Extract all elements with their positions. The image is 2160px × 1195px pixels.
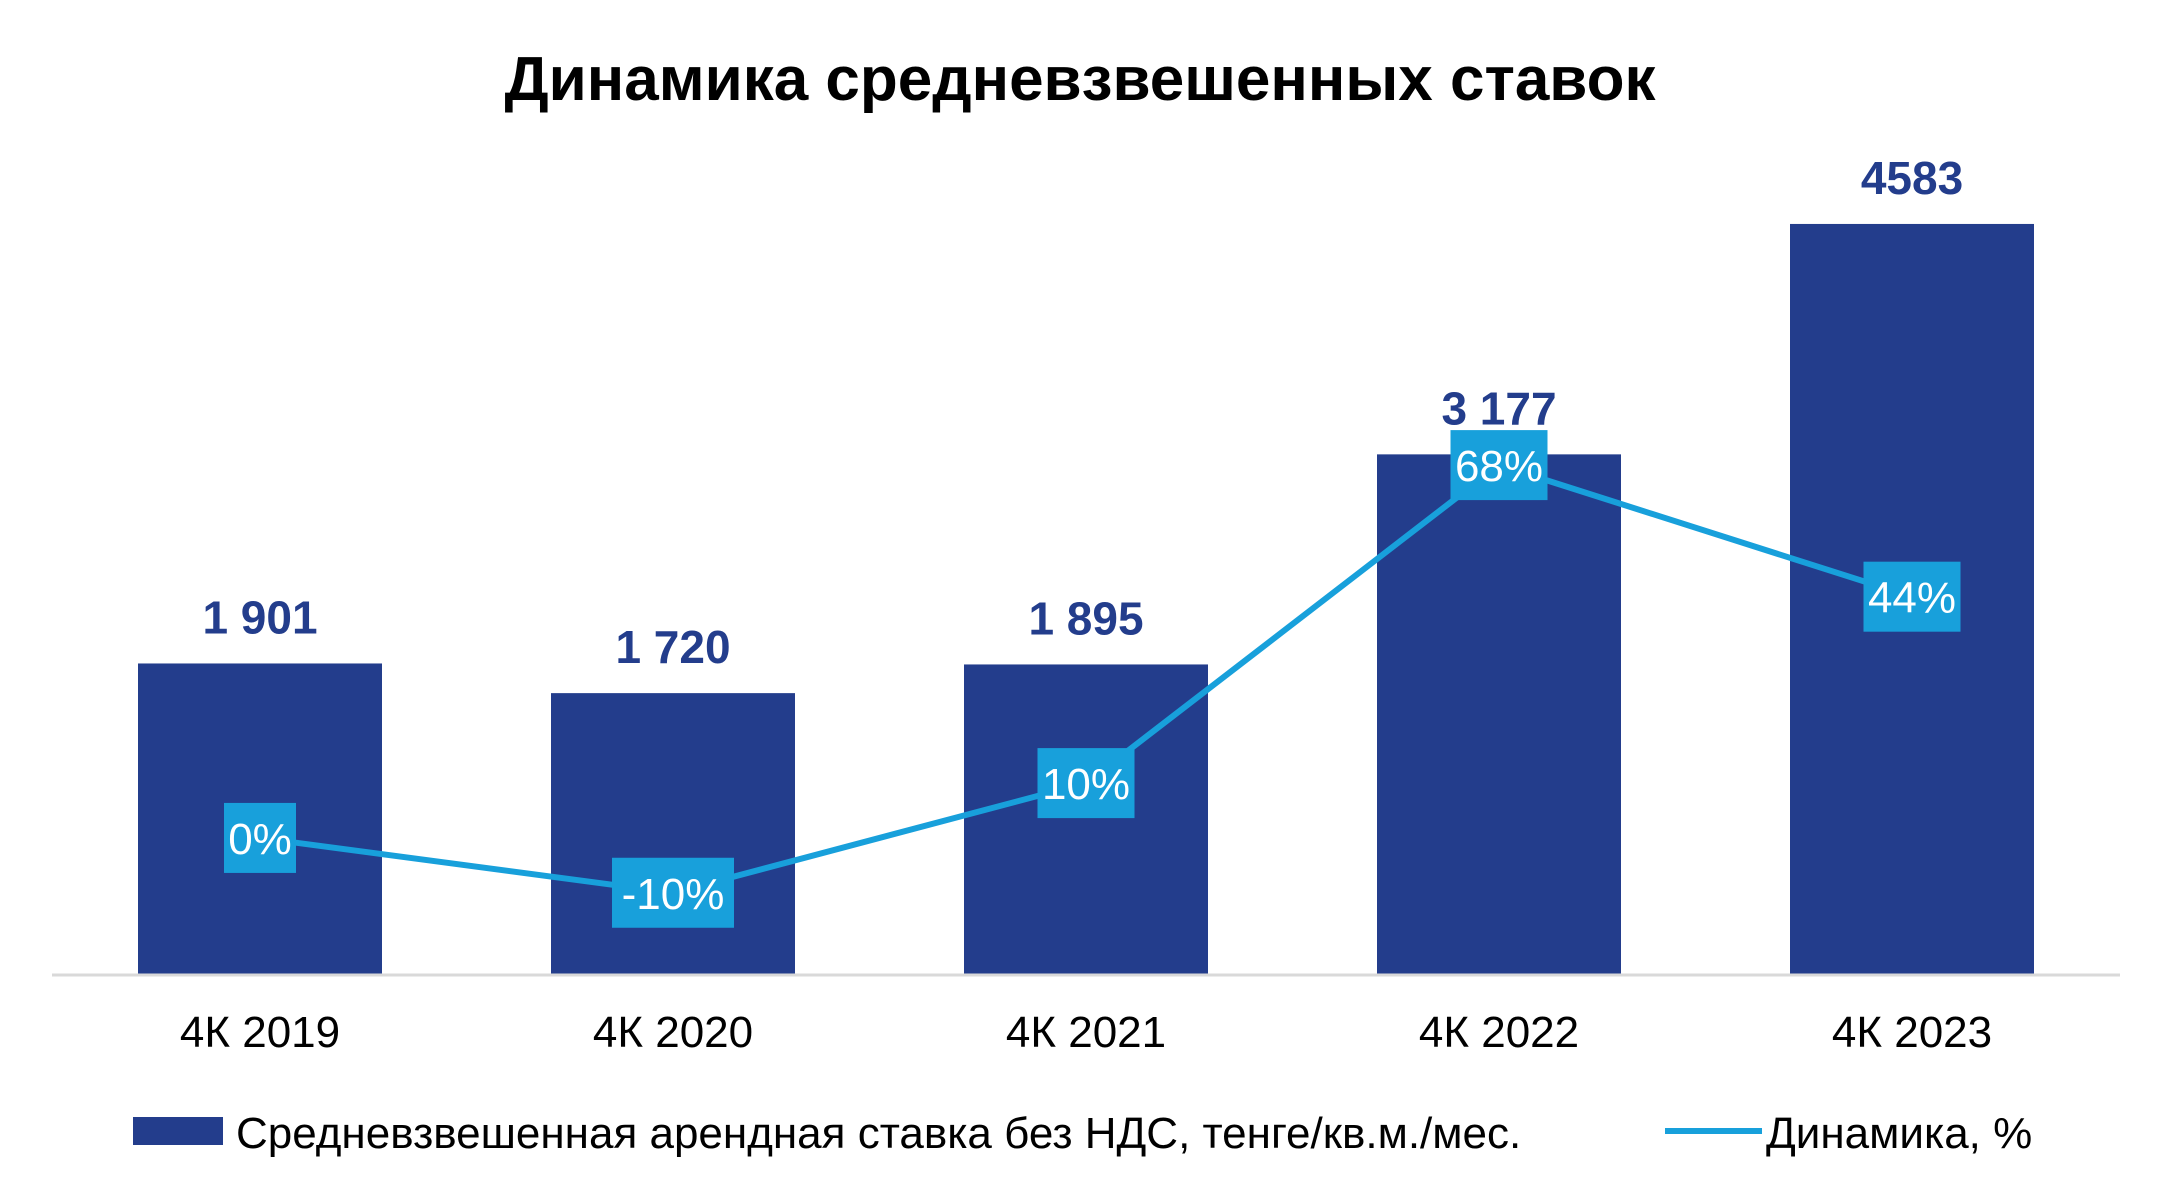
x-tick-label: 4К 2023 — [1832, 1008, 1992, 1057]
bar — [964, 664, 1208, 975]
line-point-label: 44% — [1868, 574, 1956, 623]
bar — [1377, 454, 1621, 975]
line-point-marker — [1863, 561, 1961, 632]
bar — [551, 693, 795, 975]
line-point-label: 68% — [1455, 442, 1543, 491]
x-tick-label: 4К 2020 — [593, 1008, 753, 1057]
legend-bar-label: Средневзвешенная арендная ставка без НДС… — [236, 1109, 1521, 1158]
bar-value-label: 1 720 — [615, 621, 730, 673]
line-point-marker — [1450, 430, 1548, 501]
bar-value-label: 4583 — [1861, 152, 1963, 204]
legend-line-label: Динамика, % — [1766, 1109, 2032, 1158]
bar-value-label: 1 901 — [202, 591, 317, 643]
line-point-label: 10% — [1042, 760, 1130, 809]
legend-bar-swatch — [133, 1117, 223, 1145]
line-point-marker — [612, 857, 734, 928]
line-point-marker — [224, 802, 296, 873]
line-point-marker — [1037, 748, 1135, 819]
x-tick-label: 4К 2022 — [1419, 1008, 1579, 1057]
x-tick-label: 4К 2019 — [180, 1008, 340, 1057]
x-tick-label: 4К 2021 — [1006, 1008, 1166, 1057]
chart-title: Динамика средневзвешенных ставок — [505, 45, 1657, 114]
x-tick-labels: 4К 2019 4К 2020 4К 2021 4К 2022 4К 2023 — [180, 1008, 1992, 1057]
bar-value-label: 3 177 — [1441, 382, 1556, 434]
line-point-label: 0% — [228, 815, 292, 864]
legend: Средневзвешенная арендная ставка без НДС… — [133, 1109, 2032, 1158]
line-point-label: -10% — [622, 870, 725, 919]
line-layer: 0% -10% 10% 68% 44% — [224, 430, 1961, 928]
bar-value-label: 1 895 — [1028, 592, 1143, 644]
bar-labels-layer: 1 901 1 720 1 895 3 177 4583 — [202, 152, 1963, 673]
